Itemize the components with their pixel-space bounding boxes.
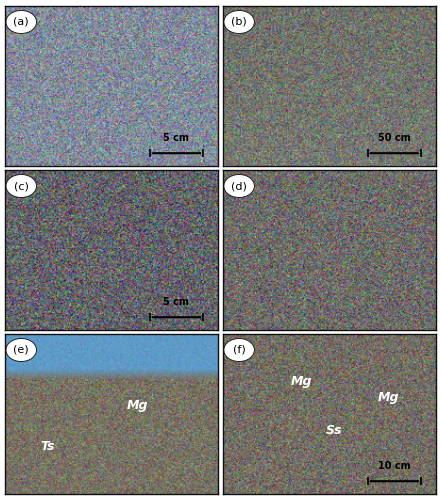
Text: 5 cm: 5 cm (164, 133, 189, 143)
Text: 5 cm: 5 cm (164, 297, 189, 307)
Text: Ss: Ss (325, 424, 342, 436)
Circle shape (224, 10, 254, 34)
Text: 10 cm: 10 cm (378, 461, 411, 471)
Circle shape (224, 338, 254, 361)
Circle shape (6, 174, 37, 198)
Text: Mg: Mg (378, 392, 400, 404)
Text: (b): (b) (231, 17, 247, 27)
Text: (a): (a) (13, 17, 29, 27)
Circle shape (6, 338, 37, 361)
Circle shape (6, 10, 37, 34)
Text: Ts: Ts (41, 440, 55, 452)
Text: (e): (e) (13, 345, 29, 355)
Text: (c): (c) (14, 181, 29, 191)
Text: (f): (f) (233, 345, 246, 355)
Text: 50 cm: 50 cm (378, 133, 411, 143)
Text: Mg: Mg (291, 376, 313, 388)
Text: (d): (d) (231, 181, 247, 191)
Text: Mg: Mg (126, 400, 148, 412)
Circle shape (224, 174, 254, 198)
